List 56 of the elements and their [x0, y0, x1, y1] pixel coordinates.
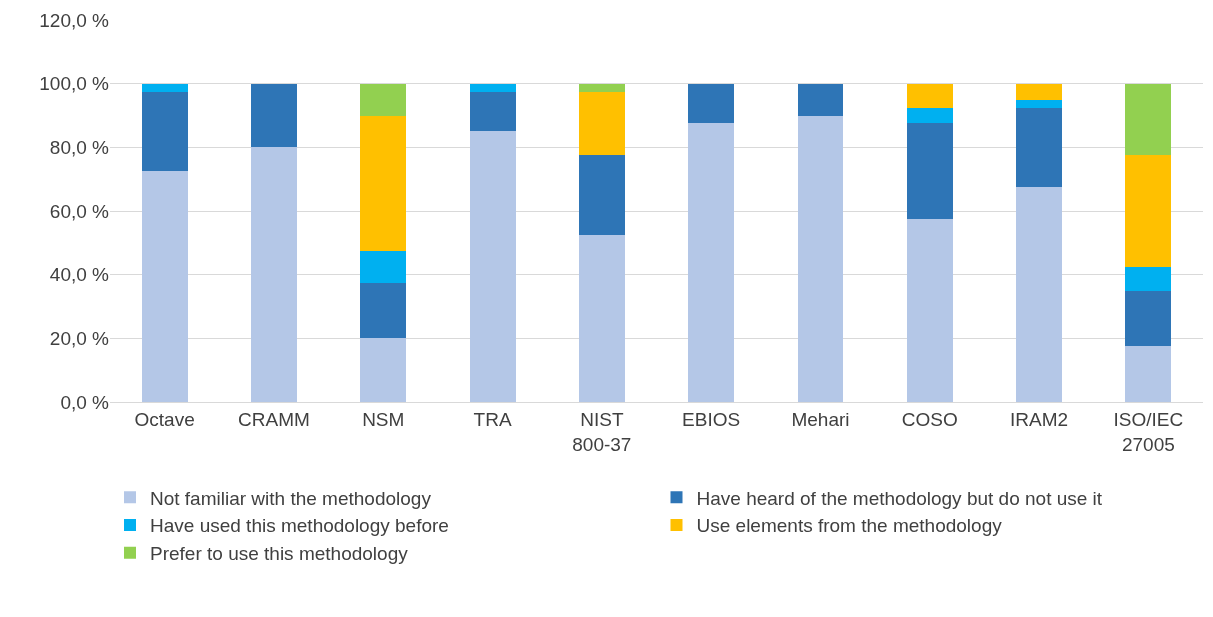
bar	[578, 234, 625, 402]
x-tick-label: NIST 800-37	[572, 408, 632, 455]
bar	[1016, 187, 1062, 402]
bar	[906, 218, 953, 402]
legend-label: Use elements from the methodology	[696, 515, 1003, 537]
x-tick-label: IRAM2	[1010, 408, 1069, 430]
y-tick-label: 80,0 %	[49, 136, 110, 158]
legend-label: Have used this methodology before	[150, 515, 449, 537]
y-tick-label: 100,0 %	[39, 73, 110, 95]
bar	[1016, 83, 1062, 100]
bar	[1125, 346, 1172, 402]
bar	[797, 83, 844, 116]
x-tick-label: CRAMM	[238, 408, 310, 430]
bar	[360, 83, 407, 116]
y-tick-label: 0,0 %	[60, 391, 110, 413]
bar	[906, 123, 953, 219]
bar	[360, 115, 407, 251]
bar	[688, 83, 735, 124]
bar	[360, 338, 407, 402]
y-tick-label: 60,0 %	[49, 200, 110, 222]
x-tick-label: Mehari	[791, 408, 850, 430]
bar	[1016, 107, 1062, 188]
y-tick-label: 120,0 %	[39, 9, 110, 31]
bar	[251, 83, 297, 148]
bar	[578, 155, 625, 235]
legend-label: Prefer to use this methodology	[150, 543, 409, 565]
bar	[1125, 266, 1172, 291]
bar	[469, 131, 516, 402]
bar	[1016, 99, 1062, 108]
bar	[141, 91, 188, 172]
legend-label: Not familiar with the methodology	[150, 487, 432, 509]
x-tick-label: TRA	[473, 408, 512, 430]
x-tick-label: NSM	[362, 408, 405, 430]
bar	[360, 282, 407, 339]
bar	[688, 123, 735, 402]
bar	[251, 147, 297, 402]
bar	[578, 91, 625, 156]
bar	[1125, 290, 1172, 347]
y-tick-label: 40,0 %	[49, 264, 110, 286]
bar	[578, 83, 625, 92]
bar	[906, 107, 953, 124]
bar	[1125, 155, 1172, 267]
bar	[469, 91, 516, 132]
x-tick-label: COSO	[901, 408, 958, 430]
y-tick-label: 20,0 %	[49, 327, 110, 349]
bar	[906, 83, 953, 108]
bar	[797, 115, 844, 402]
x-tick-label: EBIOS	[682, 408, 741, 430]
bar	[469, 83, 516, 92]
bar	[141, 171, 188, 402]
bar	[1125, 83, 1172, 156]
legend-label: Have heard of the methodology but do not use it	[696, 487, 1103, 509]
x-tick-label: ISO/IEC 27005	[1113, 408, 1184, 455]
bar	[360, 250, 407, 283]
bar	[141, 83, 188, 92]
x-tick-label: Octave	[134, 408, 195, 430]
